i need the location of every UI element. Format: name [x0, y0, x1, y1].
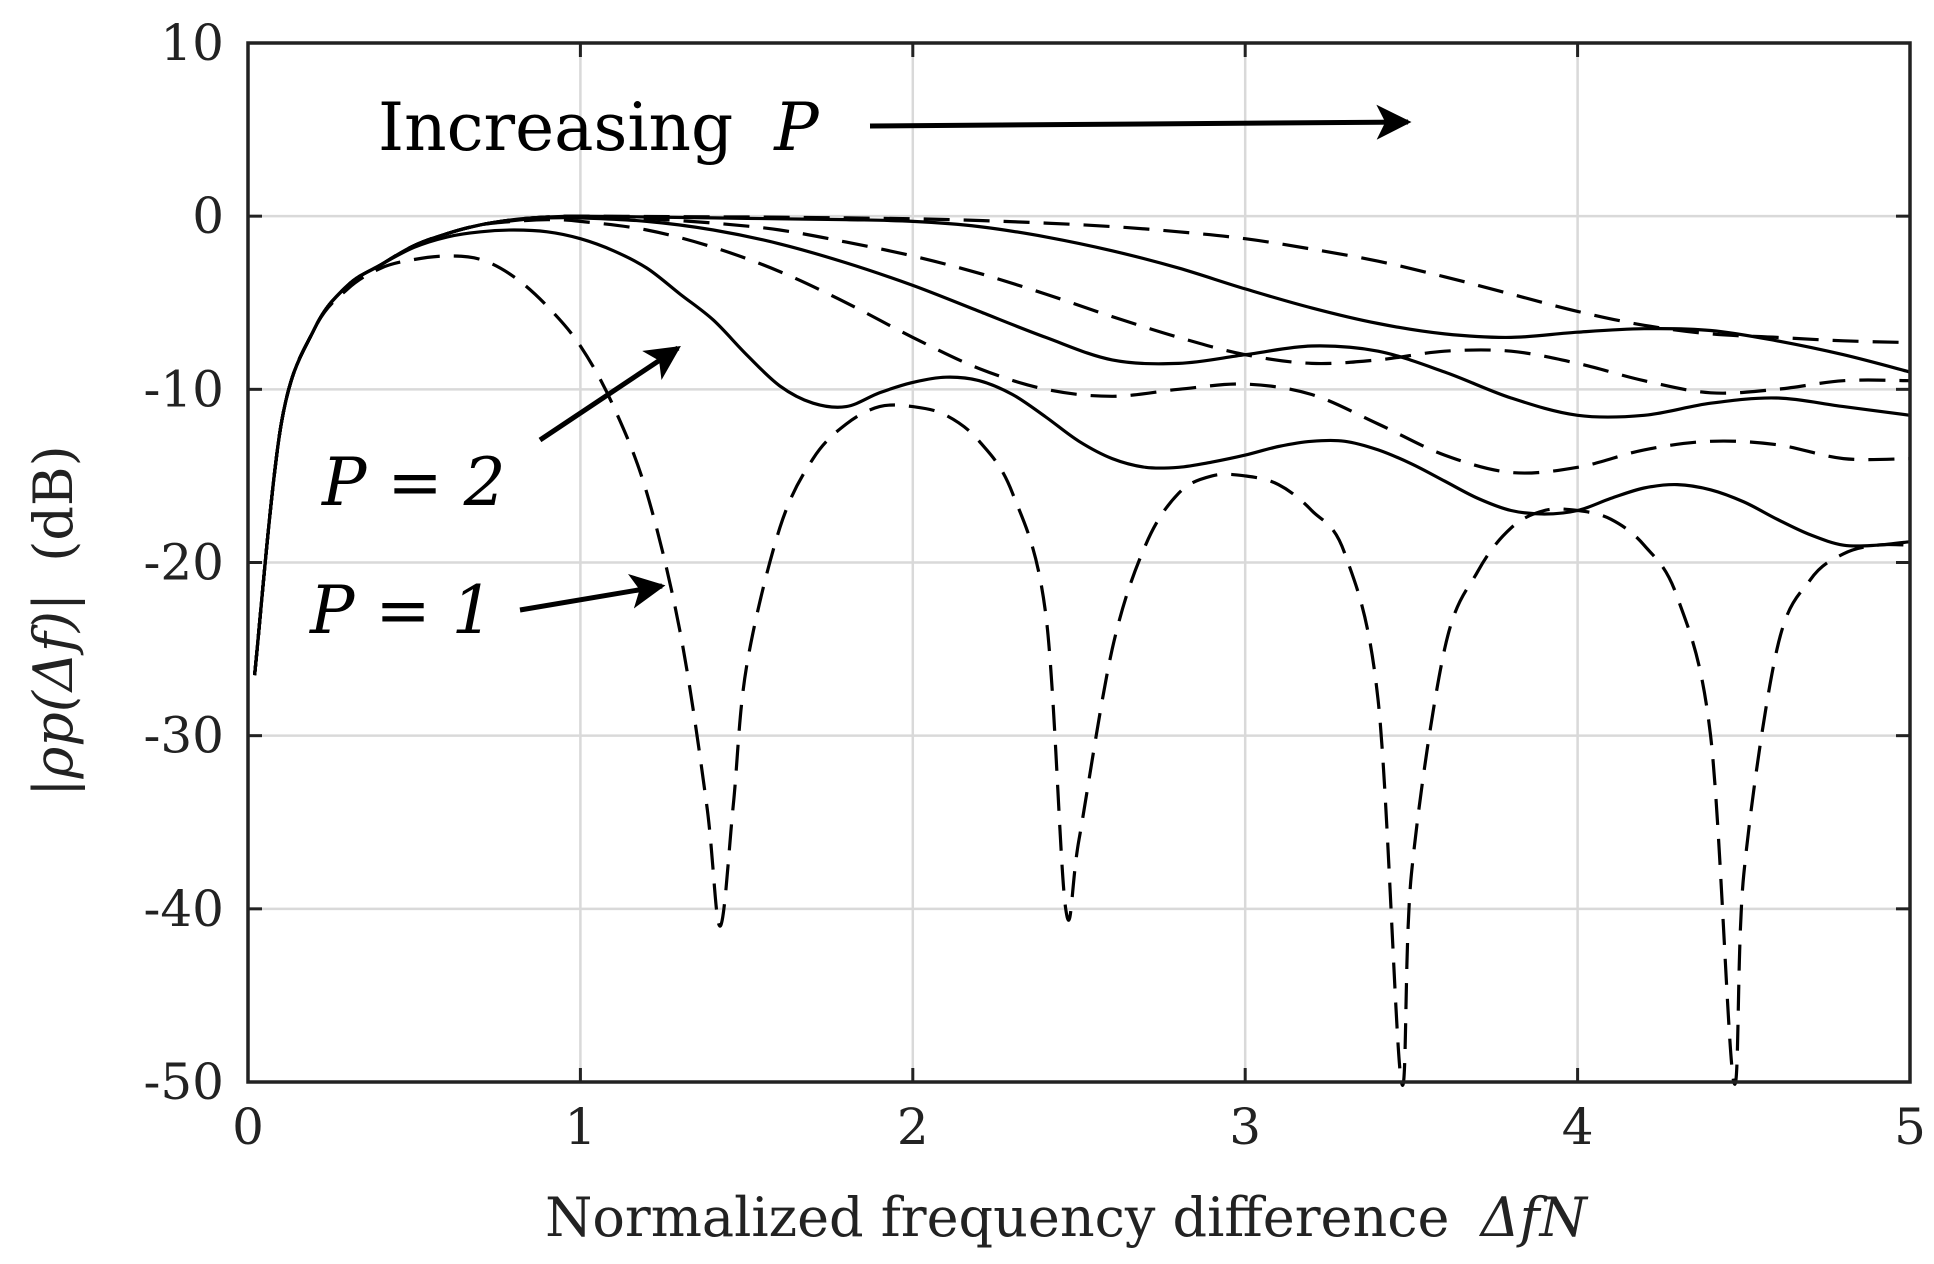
- annotation-increasing-var: P: [773, 89, 820, 166]
- x-tick-label: 2: [897, 1098, 929, 1156]
- increasing-arrow: [869, 104, 1412, 140]
- annotation-increasing-text: Increasing: [378, 89, 733, 166]
- series-line-p1: [253, 254, 1911, 1087]
- y-tick-label: -10: [143, 360, 224, 418]
- y-axis-label: |ρp(Δf)| (dB): [22, 445, 85, 796]
- series-line-p7: [253, 214, 1911, 676]
- y-axis-label-math: |ρp(Δf)|: [22, 593, 85, 797]
- annotation-p2: P = 2: [321, 444, 506, 521]
- x-tick-label: 0: [232, 1098, 264, 1156]
- x-axis-label-math: ΔfN: [1479, 1186, 1589, 1249]
- y-tick-label: 10: [160, 14, 224, 72]
- annotation-p1: P = 1: [309, 572, 494, 649]
- x-axis-label: Normalized frequency difference ΔfN: [545, 1186, 1588, 1249]
- x-tick-label: 1: [564, 1098, 596, 1156]
- p1-arrow: [519, 573, 666, 613]
- x-tick-label: 4: [1562, 1098, 1594, 1156]
- series-line-p2: [253, 228, 1911, 676]
- y-tick-label: -20: [143, 534, 224, 592]
- y-tick-label: -30: [143, 707, 224, 765]
- x-tick-label: 5: [1894, 1098, 1926, 1156]
- x-tick-label: 3: [1229, 1098, 1261, 1156]
- p2-arrow: [538, 345, 681, 443]
- y-tick-label: 0: [192, 187, 224, 245]
- data-series: [253, 214, 1911, 1087]
- annotation-increasing: Increasing P: [378, 89, 820, 166]
- axis-ticks: 0 1 2 3 4 5 10 0 -10 -20 -30 -40 -50: [143, 14, 1925, 1156]
- y-tick-label: -50: [143, 1053, 224, 1111]
- x-axis-label-text: Normalized frequency difference: [545, 1186, 1449, 1249]
- y-axis-label-text: (dB): [22, 445, 85, 561]
- y-tick-label: -40: [143, 880, 224, 938]
